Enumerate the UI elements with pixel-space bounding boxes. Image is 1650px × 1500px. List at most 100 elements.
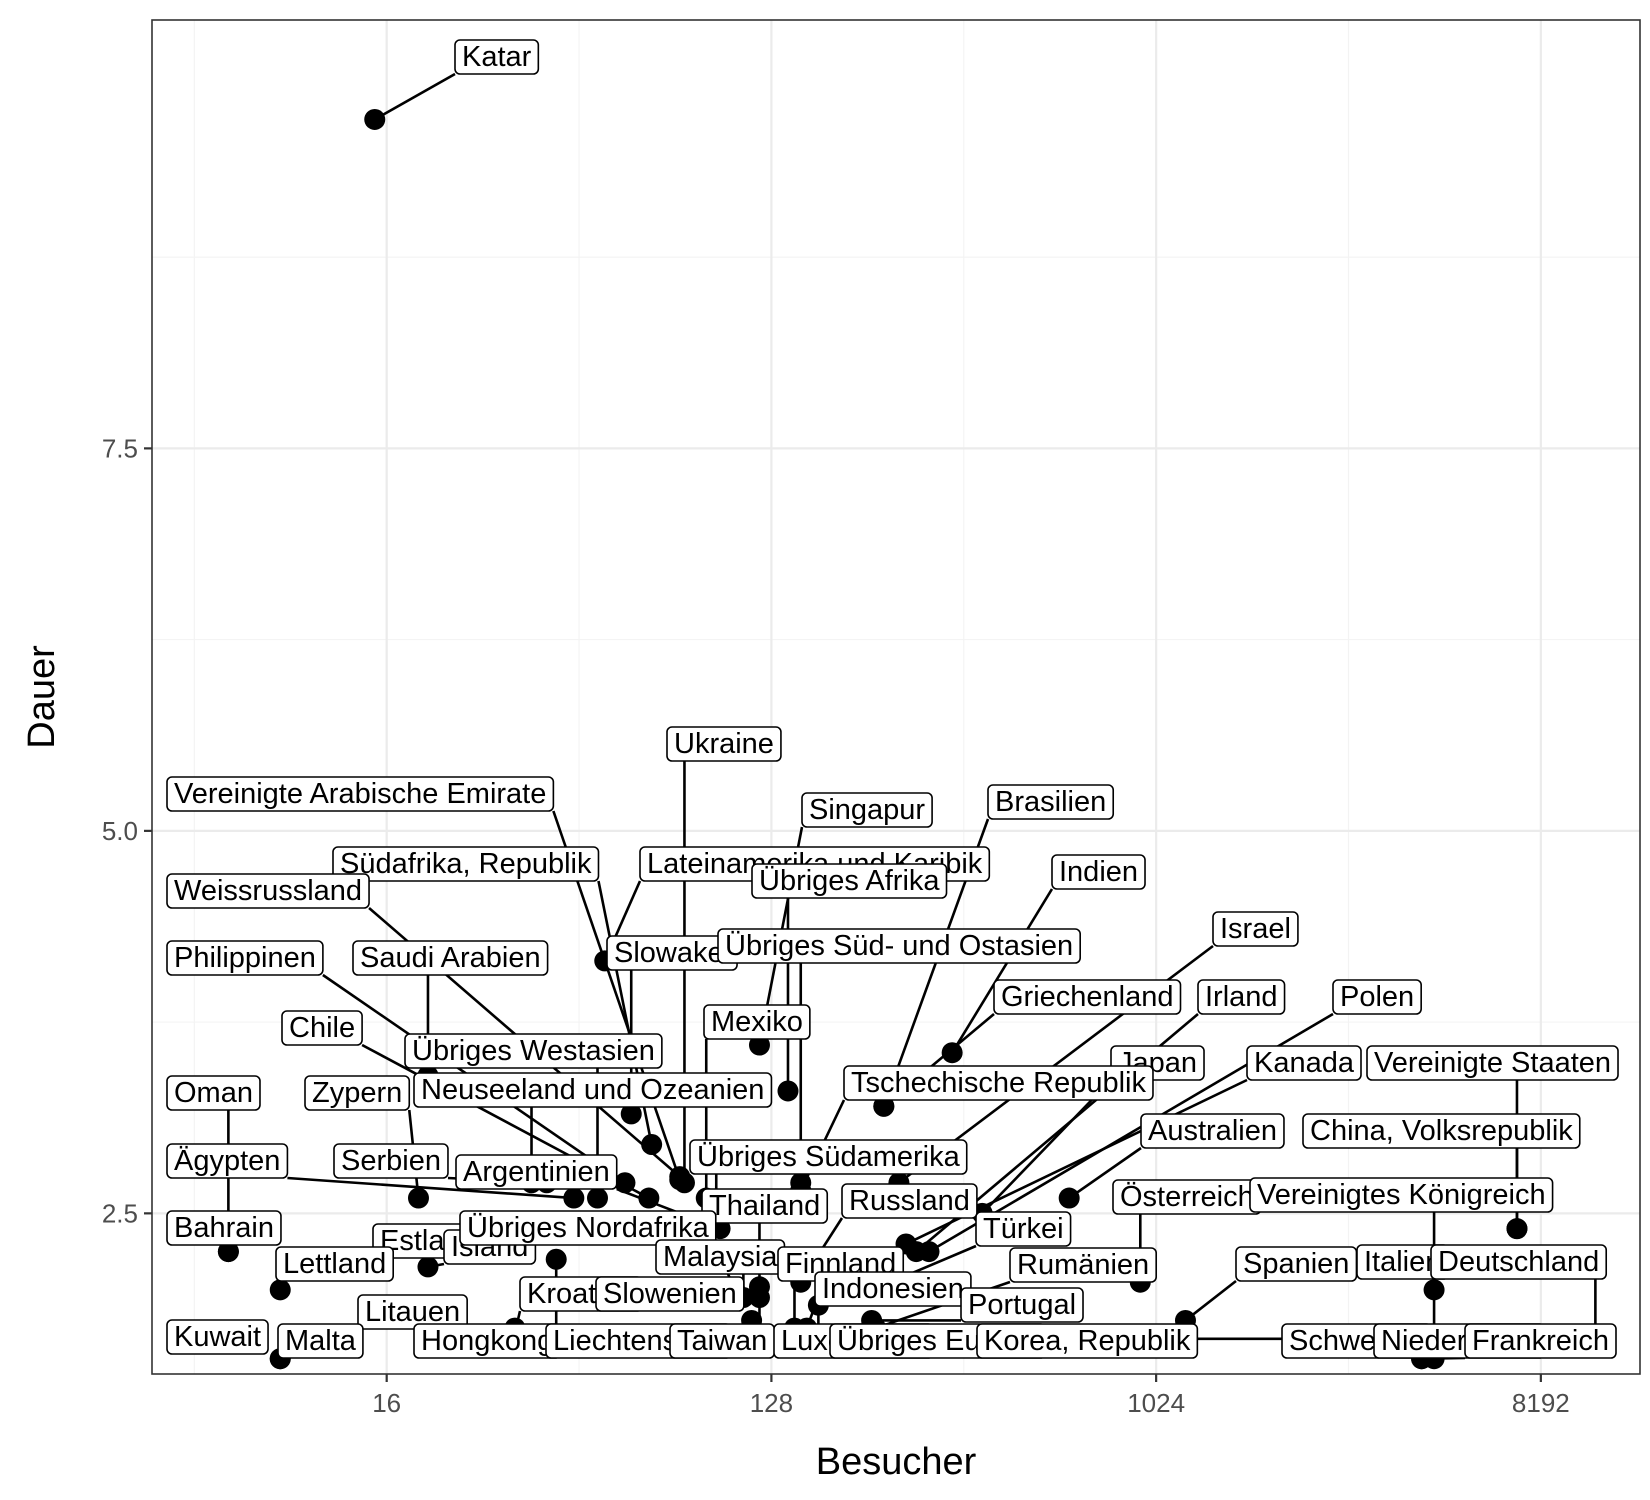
point-zypern [407,1187,429,1209]
point-vereinigtes-königreich [1423,1279,1445,1301]
label-weissrussland: Weissrussland [174,875,362,907]
leader-spanien [1184,1279,1237,1322]
x-tick-label: 128 [750,1388,793,1418]
label-indonesien: Indonesien [822,1273,964,1305]
point-übriges-westasien [586,1187,608,1209]
label-saudi-arabien: Saudi Arabien [360,942,541,974]
label-box-lettland [275,1246,395,1282]
label-box-argentinien [455,1154,618,1190]
label-box-mexiko [703,1004,811,1040]
label-box-vereinigtes-königreich [1249,1177,1554,1213]
label-tschechische-republik: Tschechische Republik [851,1067,1146,1099]
point-island [417,1256,439,1278]
label-box-ukraine [666,726,782,762]
label-box-weissrussland [166,873,370,909]
label-israel: Israel [1220,913,1291,945]
label-box-oman [166,1075,261,1111]
label-box-übriges-nordafrika [459,1210,717,1246]
x-tick-label: 16 [372,1388,401,1418]
label-vereinigtes-königreich: Vereinigtes Königreich [1257,1179,1546,1211]
label-mexiko: Mexiko [711,1006,803,1038]
label-übriges-südamerika: Übriges Südamerika [697,1141,961,1173]
point-labels: Katar Ukraine Vereinigte Arabische Emirate… [166,39,1619,1359]
point-slowakei [620,1103,642,1125]
leader-australien [1068,1146,1142,1200]
leader-indien [951,888,1054,1054]
label-argentinien: Argentinien [463,1156,610,1188]
label-box-china-volksrepublik [1302,1113,1581,1149]
label-box-russland [841,1183,978,1219]
label-übriges-westasien: Übriges Westasien [412,1035,655,1067]
label-australien: Australien [1148,1115,1277,1147]
label-box-slowenien [595,1276,745,1312]
label-box-israel [1212,911,1299,947]
label-box-tschechische-republik [843,1065,1154,1101]
label-box-litauen [357,1294,468,1330]
label-irland: Irland [1205,981,1278,1013]
point-lettland [269,1279,291,1301]
label-thailand: Thailand [709,1190,820,1222]
label-box-kuwait [166,1319,269,1355]
y-tick-label: 7.5 [102,433,138,463]
label-kuwait: Kuwait [174,1321,261,1353]
label-box-rumänien [1009,1247,1157,1283]
label-box-griechenland [993,979,1182,1015]
label-italien: Italien [1364,1246,1441,1278]
label-kanada: Kanada [1254,1047,1355,1079]
point-polen [918,1241,940,1263]
label-box-irland [1197,979,1286,1015]
label-box-philippinen [166,940,324,976]
leader-japan [981,1079,1112,1215]
label-box-serbien [333,1143,449,1179]
label-türkei: Türkei [983,1213,1064,1245]
label-vereinigte-arabische-emirate: Vereinigte Arabische Emirate [174,778,546,810]
point-china-volksrepublik [1506,1218,1528,1240]
point-taiwan [748,1287,770,1309]
label-box-übriges-afrika [751,863,948,899]
label-oman: Oman [174,1077,253,1109]
label-portugal: Portugal [968,1289,1076,1321]
label-katar: Katar [462,41,532,73]
label-box-thailand [701,1188,829,1224]
label-box-brasilien [987,784,1115,820]
label-box-singapur [801,792,933,828]
point-chile [638,1187,660,1209]
point-weissrussland [669,1166,691,1188]
label-box-katar [454,39,540,75]
point-katar [364,108,386,130]
label-litauen: Litauen [365,1296,460,1328]
label-china-volksrepublik: China, Volksrepublik [1310,1115,1573,1147]
label-österreich: Österreich [1120,1181,1254,1213]
label-singapur: Singapur [809,794,925,826]
label-philippinen: Philippinen [174,942,316,974]
label-box-übriges-südamerika [689,1139,968,1175]
label-ägypten: Ägypten [174,1145,280,1177]
point-südafrika-republik [641,1134,663,1156]
label-lettland: Lettland [283,1248,386,1280]
label-spanien: Spanien [1243,1248,1349,1280]
label-übriges-afrika: Übriges Afrika [759,865,940,897]
x-axis-title: Besucher [816,1441,977,1483]
label-korea-republik: Korea, Republik [984,1325,1191,1357]
label-neuseeland-und-ozeanien: Neuseeland und Ozeanien [421,1074,764,1106]
label-box-saudi-arabien [352,940,549,976]
y-axis-title: Dauer [21,645,63,749]
label-zypern: Zypern [312,1077,402,1109]
label-box-bahrain [166,1210,282,1246]
x-tick-label: 8192 [1512,1388,1570,1418]
label-box-malta [277,1323,364,1359]
label-übriges-süd-und-ostasien: Übriges Süd- und Ostasien [725,930,1073,962]
label-box-australien [1140,1113,1285,1149]
point-singapur [748,1034,770,1056]
label-box-südafrika-republik [332,846,600,882]
label-ukraine: Ukraine [674,728,774,760]
point-liechtenstein [545,1248,567,1270]
point-griechenland [873,1095,895,1117]
label-indien: Indien [1059,856,1138,888]
label-slowakei: Slowakei [614,937,730,969]
label-box-frankreich [1464,1323,1617,1359]
label-chile: Chile [289,1012,355,1044]
label-malaysia: Malaysia [663,1241,778,1273]
label-taiwan: Taiwan [677,1325,767,1357]
